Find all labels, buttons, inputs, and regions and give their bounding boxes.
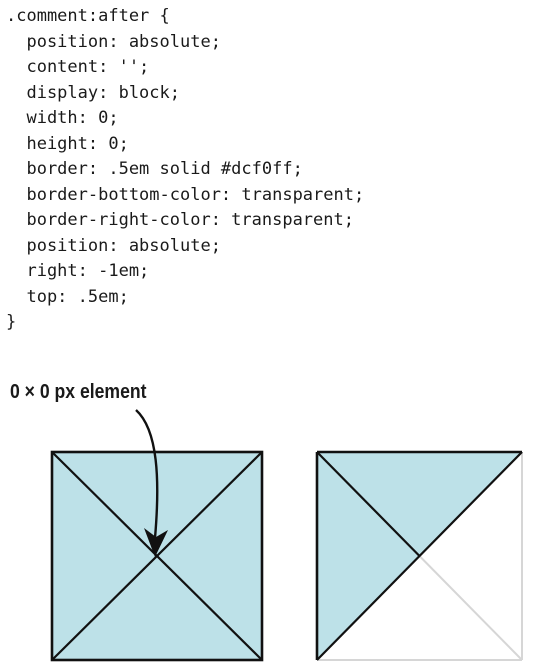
diagonal-line	[51, 451, 263, 661]
square-outline	[50, 450, 264, 662]
code-line: border: .5em solid #dcf0ff;	[6, 159, 303, 179]
code-line: }	[6, 312, 17, 332]
arrow-shaft	[135, 409, 159, 539]
code-line: border-right-color: transparent;	[6, 210, 354, 230]
transparent-diagonal	[418, 555, 523, 661]
code-line: position: absolute;	[6, 235, 221, 256]
diagonal-line	[316, 451, 523, 661]
code-line: border-bottom-color: transparent;	[6, 184, 365, 205]
top-left-border-square	[315, 450, 523, 661]
code-line: .comment:after {	[6, 6, 170, 26]
code-line: position: absolute;	[6, 31, 221, 52]
top-triangle	[317, 452, 522, 556]
code-line: top: .5em;	[6, 286, 129, 307]
arrow-head	[144, 528, 168, 557]
code-line: width: 0;	[6, 108, 119, 128]
figure-caption: 0 × 0 px element	[10, 381, 147, 403]
arrow-icon	[135, 409, 168, 557]
code-line: right: -1em;	[6, 261, 150, 281]
code-line: content: '';	[6, 57, 150, 77]
code-block: .comment:after { position: absolute; con…	[6, 4, 364, 336]
left-triangle	[317, 452, 420, 660]
diagonal-line	[316, 451, 421, 557]
code-line: display: block;	[6, 82, 180, 103]
code-line: height: 0;	[6, 133, 129, 154]
